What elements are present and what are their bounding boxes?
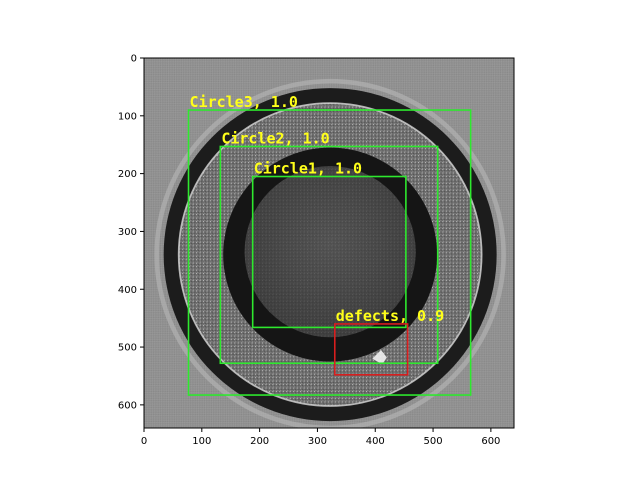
x-tick-label: 0	[141, 436, 147, 447]
detection-label: Circle3, 1.0	[190, 93, 298, 111]
y-tick-label: 400	[118, 285, 137, 296]
bounding-box	[251, 175, 407, 329]
detection-2: Circle1, 1.0	[251, 160, 407, 329]
detection-label: Circle1, 1.0	[254, 160, 362, 178]
detection-label: defects, 0.9	[336, 307, 444, 325]
x-tick-label: 300	[308, 436, 327, 447]
detection-0: Circle3, 1.0	[187, 93, 472, 396]
axes-frame	[143, 57, 515, 429]
y-tick-label: 200	[118, 169, 137, 180]
x-tick-label: 600	[481, 436, 500, 447]
y-axis: 0 100 200 300 400 500 600	[118, 54, 144, 411]
x-tick-label: 400	[366, 436, 385, 447]
bounding-box	[333, 323, 409, 376]
x-tick-label: 100	[192, 436, 211, 447]
x-tick-label: 500	[424, 436, 443, 447]
bounding-box	[187, 109, 472, 396]
y-tick-label: 300	[118, 227, 137, 238]
detection-3: defects, 0.9	[333, 307, 444, 376]
y-tick-label: 500	[118, 343, 137, 354]
y-tick-label: 100	[118, 111, 137, 122]
detection-1: Circle2, 1.0	[219, 129, 439, 365]
x-tick-label: 200	[250, 436, 269, 447]
detection-label: Circle2, 1.0	[221, 129, 329, 147]
x-axis: 0 100 200 300 400 500 600	[141, 428, 500, 447]
detection-layer: Circle3, 1.0 Circle2, 1.0 Circle1, 1.0 defe…	[187, 93, 472, 396]
y-tick-label: 0	[131, 54, 137, 65]
inspection-image	[144, 58, 515, 429]
bounding-box	[219, 145, 439, 365]
y-tick-label: 600	[118, 400, 137, 411]
